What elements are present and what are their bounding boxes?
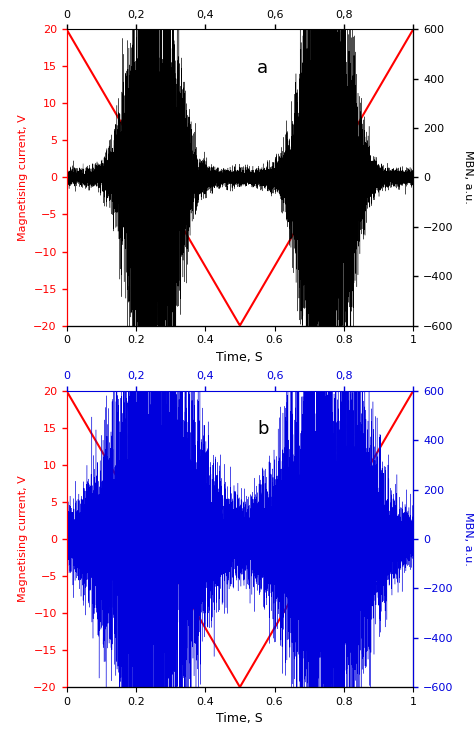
- X-axis label: Time, S: Time, S: [217, 713, 263, 725]
- Y-axis label: MBN, a.u.: MBN, a.u.: [463, 512, 473, 566]
- Y-axis label: Magnetising current, V: Magnetising current, V: [18, 114, 28, 240]
- X-axis label: Time, S: Time, S: [217, 351, 263, 364]
- Y-axis label: Magnetising current, V: Magnetising current, V: [18, 476, 28, 602]
- Text: b: b: [257, 420, 269, 439]
- Text: a: a: [257, 59, 268, 77]
- Y-axis label: MBN, a.u.: MBN, a.u.: [463, 151, 473, 205]
